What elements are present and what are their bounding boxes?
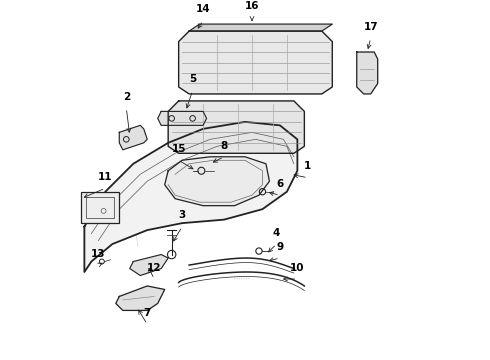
Polygon shape: [168, 101, 304, 153]
Text: 7: 7: [144, 308, 151, 318]
Polygon shape: [189, 24, 332, 31]
Text: 4: 4: [273, 228, 280, 238]
Bar: [86, 197, 114, 218]
Text: 16: 16: [245, 1, 259, 11]
Text: 3: 3: [178, 210, 186, 220]
Polygon shape: [130, 255, 168, 275]
Polygon shape: [84, 122, 297, 272]
Text: 11: 11: [98, 172, 113, 182]
Polygon shape: [357, 52, 378, 94]
Text: 5: 5: [189, 74, 196, 84]
Text: - - - - - - -: - - - - - - -: [234, 276, 249, 280]
Polygon shape: [165, 157, 270, 206]
Text: 6: 6: [276, 179, 284, 189]
Polygon shape: [116, 286, 165, 310]
Text: 13: 13: [91, 249, 106, 259]
Text: 8: 8: [220, 140, 228, 150]
Text: 9: 9: [276, 242, 284, 252]
Polygon shape: [158, 111, 207, 125]
Text: 17: 17: [364, 22, 378, 32]
Text: 10: 10: [290, 263, 305, 273]
Polygon shape: [119, 125, 147, 150]
Text: 1: 1: [304, 161, 312, 171]
Bar: [81, 192, 119, 223]
Polygon shape: [179, 31, 332, 94]
Text: 12: 12: [147, 263, 162, 273]
Text: 15: 15: [172, 144, 186, 154]
Text: 14: 14: [196, 4, 210, 14]
Text: 2: 2: [122, 92, 130, 102]
